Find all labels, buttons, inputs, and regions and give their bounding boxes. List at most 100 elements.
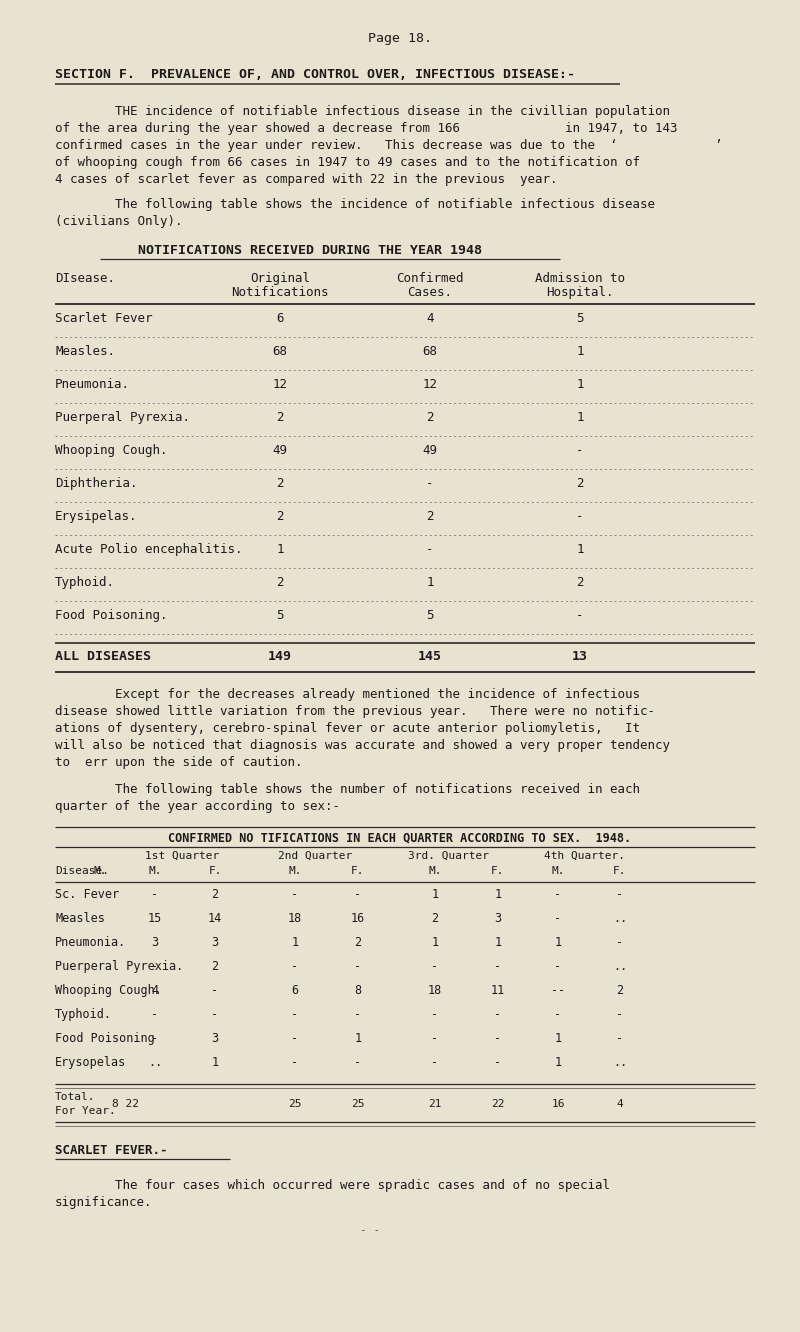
Text: Puerperal Pyrexia.: Puerperal Pyrexia. [55,960,183,972]
Text: of the area during the year showed a decrease from 166              in 1947, to : of the area during the year showed a dec… [55,123,678,135]
Text: 12: 12 [422,378,438,392]
Text: 3: 3 [211,1032,218,1046]
Text: --: -- [551,984,565,996]
Text: 3: 3 [211,936,218,948]
Text: 1st Quarter: 1st Quarter [145,851,219,860]
Text: Food Poisoning: Food Poisoning [55,1032,154,1046]
Text: 6: 6 [291,984,298,996]
Text: -: - [426,477,434,490]
Text: 68: 68 [422,345,438,358]
Text: 1: 1 [576,378,584,392]
Text: 49: 49 [422,444,438,457]
Text: ALL DISEASES: ALL DISEASES [55,650,151,663]
Text: 25: 25 [351,1099,365,1110]
Text: 4 cases of scarlet fever as compared with 22 in the previous  year.: 4 cases of scarlet fever as compared wit… [55,173,558,186]
Text: F.: F. [614,866,626,876]
Text: of whooping cough from 66 cases in 1947 to 49 cases and to the notification of: of whooping cough from 66 cases in 1947 … [55,156,640,169]
Text: 22: 22 [491,1099,505,1110]
Text: ..: .. [613,1056,627,1070]
Text: 6: 6 [276,312,284,325]
Text: will also be noticed that diagnosis was accurate and showed a very proper tenden: will also be noticed that diagnosis was … [55,739,670,753]
Text: -: - [554,1008,562,1022]
Text: Admission to: Admission to [535,272,625,285]
Text: -: - [554,888,562,900]
Text: -: - [494,1056,502,1070]
Text: 1: 1 [291,936,298,948]
Text: disease showed little variation from the previous year.   There were no notific-: disease showed little variation from the… [55,705,655,718]
Text: 1: 1 [576,412,584,424]
Text: -: - [151,960,158,972]
Text: NOTIFICATIONS RECEIVED DURING THE YEAR 1948: NOTIFICATIONS RECEIVED DURING THE YEAR 1… [138,244,482,257]
Text: F.: F. [351,866,365,876]
Text: 18: 18 [428,984,442,996]
Text: Measles.: Measles. [55,345,115,358]
Text: -: - [291,1056,298,1070]
Text: 68: 68 [273,345,287,358]
Text: -: - [617,936,623,948]
Text: 1: 1 [426,575,434,589]
Text: Except for the decreases already mentioned the incidence of infectious: Except for the decreases already mention… [55,689,640,701]
Text: Total.: Total. [55,1092,95,1102]
Text: The four cases which occurred were spradic cases and of no special: The four cases which occurred were sprad… [55,1179,610,1192]
Text: 2: 2 [617,984,623,996]
Text: 5: 5 [276,609,284,622]
Text: -: - [354,1008,362,1022]
Text: -: - [211,984,218,996]
Text: Original: Original [250,272,310,285]
Text: Typhoid.: Typhoid. [55,1008,112,1022]
Text: DIsease.: DIsease. [55,272,115,285]
Text: Notifications: Notifications [231,286,329,298]
Text: -: - [576,510,584,523]
Text: 2: 2 [276,575,284,589]
Text: M.: M. [551,866,565,876]
Text: quarter of the year according to sex:-: quarter of the year according to sex:- [55,801,340,813]
Text: M.: M. [148,866,162,876]
Text: -: - [151,1008,158,1022]
Text: 25: 25 [288,1099,302,1110]
Text: Measles: Measles [55,912,105,924]
Text: 1: 1 [554,1032,562,1046]
Text: -: - [554,912,562,924]
Text: 5: 5 [576,312,584,325]
Text: For Year.: For Year. [55,1106,116,1116]
Text: 49: 49 [273,444,287,457]
Text: 3: 3 [494,912,502,924]
Text: -: - [494,1032,502,1046]
Text: Whooping Cough.: Whooping Cough. [55,984,162,996]
Text: ..: .. [613,912,627,924]
Text: Typhoid.: Typhoid. [55,575,115,589]
Text: 2: 2 [426,510,434,523]
Text: Pneumonia.: Pneumonia. [55,378,130,392]
Text: -: - [431,1056,438,1070]
Text: 4: 4 [617,1099,623,1110]
Text: -: - [617,888,623,900]
Text: Acute Polio encephalitis.: Acute Polio encephalitis. [55,543,242,555]
Text: -: - [354,888,362,900]
Text: 4th Quarter.: 4th Quarter. [545,851,626,860]
Text: 145: 145 [418,650,442,663]
Text: significance.: significance. [55,1196,153,1209]
Text: 15: 15 [148,912,162,924]
Text: -: - [291,1032,298,1046]
Text: 1: 1 [354,1032,362,1046]
Text: 2: 2 [276,412,284,424]
Text: 14: 14 [208,912,222,924]
Text: 1: 1 [431,888,438,900]
Text: 13: 13 [572,650,588,663]
Text: Disease.: Disease. [55,866,109,876]
Text: The following table shows the number of notifications received in each: The following table shows the number of … [55,783,640,797]
Text: 2nd Quarter: 2nd Quarter [278,851,352,860]
Text: 2: 2 [426,412,434,424]
Text: -: - [494,960,502,972]
Text: -: - [151,888,158,900]
Text: 3rd. Quarter: 3rd. Quarter [407,851,489,860]
Text: 1: 1 [576,345,584,358]
Text: ..: .. [148,1056,162,1070]
Text: 21: 21 [428,1099,442,1110]
Text: 12: 12 [273,378,287,392]
Text: 16: 16 [351,912,365,924]
Text: 2: 2 [576,477,584,490]
Text: M.: M. [288,866,302,876]
Text: M.: M. [94,866,106,876]
Text: -: - [617,1008,623,1022]
